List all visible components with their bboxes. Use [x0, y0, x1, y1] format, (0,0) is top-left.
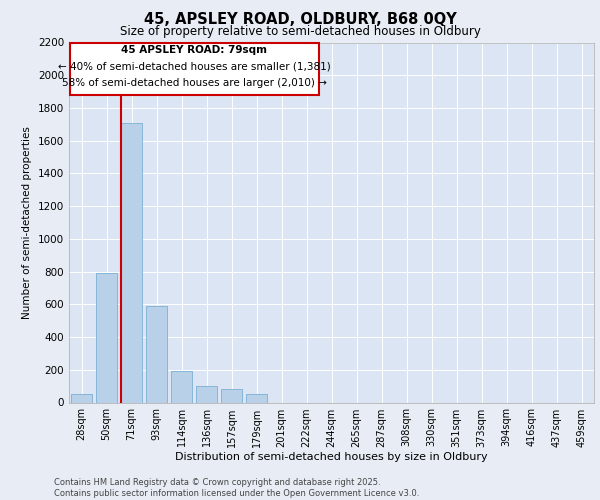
Bar — [71, 394, 92, 402]
Bar — [221, 390, 242, 402]
Text: ← 40% of semi-detached houses are smaller (1,381): ← 40% of semi-detached houses are smalle… — [58, 62, 331, 72]
Y-axis label: Number of semi-detached properties: Number of semi-detached properties — [22, 126, 32, 319]
Bar — [96, 273, 117, 402]
X-axis label: Distribution of semi-detached houses by size in Oldbury: Distribution of semi-detached houses by … — [175, 452, 488, 462]
Text: 58% of semi-detached houses are larger (2,010) →: 58% of semi-detached houses are larger (… — [62, 78, 327, 88]
Bar — [121, 122, 142, 402]
Bar — [246, 394, 267, 402]
Text: Contains HM Land Registry data © Crown copyright and database right 2025.
Contai: Contains HM Land Registry data © Crown c… — [54, 478, 419, 498]
Text: Size of property relative to semi-detached houses in Oldbury: Size of property relative to semi-detach… — [119, 25, 481, 38]
Text: 45, APSLEY ROAD, OLDBURY, B68 0QY: 45, APSLEY ROAD, OLDBURY, B68 0QY — [143, 12, 457, 28]
FancyBboxPatch shape — [70, 42, 319, 95]
Text: 45 APSLEY ROAD: 79sqm: 45 APSLEY ROAD: 79sqm — [121, 45, 268, 55]
Bar — [171, 372, 192, 402]
Bar — [146, 306, 167, 402]
Bar — [196, 386, 217, 402]
